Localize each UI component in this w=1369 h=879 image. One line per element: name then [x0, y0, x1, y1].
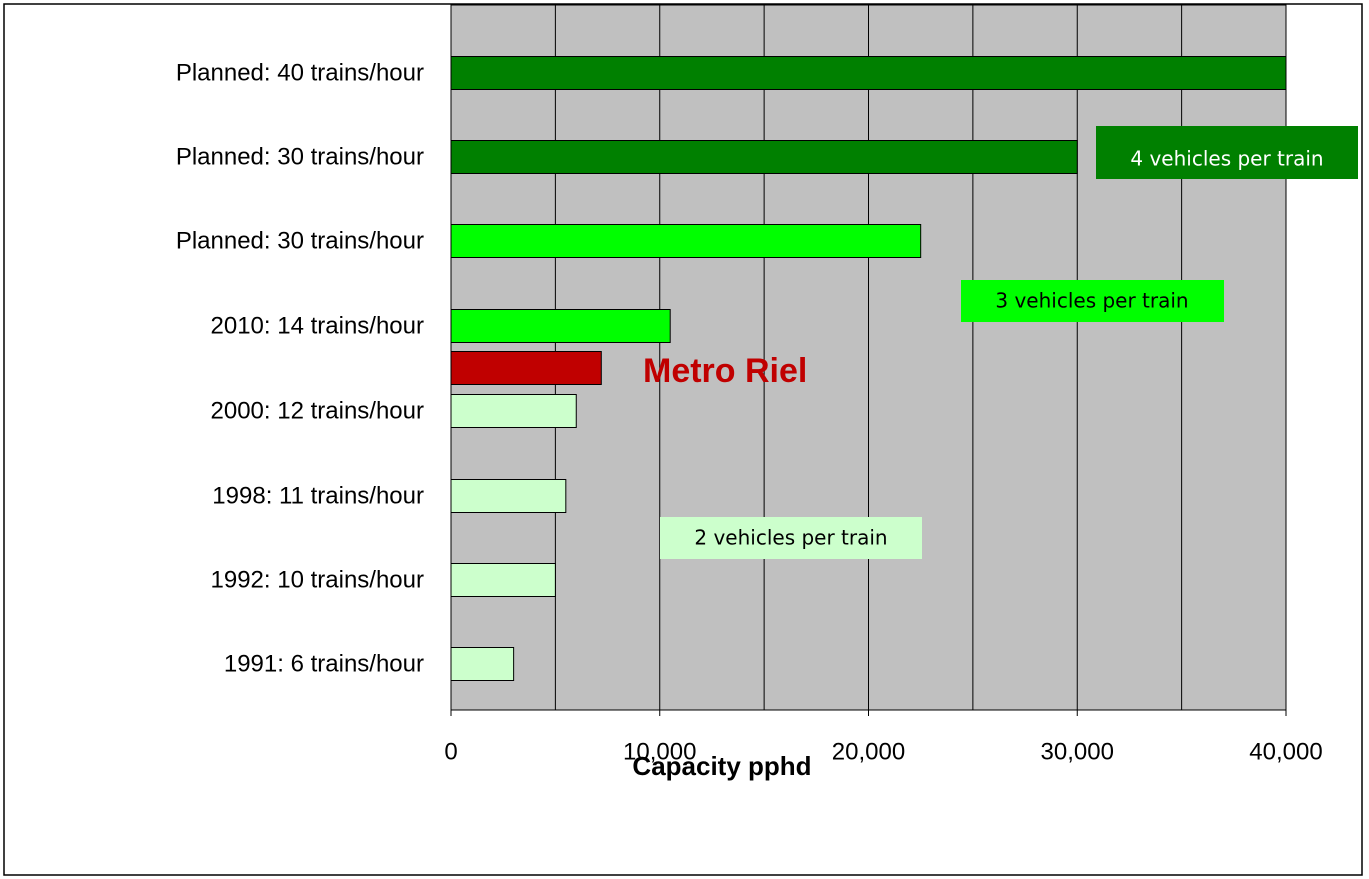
y-tick-label: Planned: 30 trains/hour [176, 143, 424, 170]
bar [450, 309, 671, 343]
y-tick-label: 1998: 11 trains/hour [212, 482, 424, 509]
bar [450, 140, 1078, 174]
annotation: Metro Riel [643, 352, 807, 390]
y-tick-label: 2010: 14 trains/hour [211, 312, 424, 339]
x-tick-label: 10,000 [623, 738, 696, 765]
y-tick-label: 2000: 12 trains/hour [211, 397, 424, 424]
bar [450, 224, 922, 258]
x-tick-label: 20,000 [832, 738, 905, 765]
y-tick-label: Planned: 30 trains/hour [176, 227, 424, 254]
annotation-box [1096, 126, 1358, 179]
x-axis-title: Capacity pphd [632, 751, 811, 781]
bar [450, 56, 1287, 90]
y-tick-label: 1991: 6 trains/hour [224, 650, 424, 677]
bar [450, 563, 556, 597]
annotation: 3 vehicles per train [995, 289, 1188, 313]
annotation-box [961, 280, 1224, 322]
annotation: 4 vehicles per train [1130, 147, 1323, 171]
bar [450, 647, 515, 681]
y-tick-label: Planned: 40 trains/hour [176, 59, 424, 86]
x-tick-label: 0 [444, 738, 457, 765]
x-tick-label: 30,000 [1041, 738, 1114, 765]
bar [450, 394, 577, 428]
bar [450, 351, 602, 385]
annotation-box [660, 517, 922, 559]
y-tick-label: 1992: 10 trains/hour [211, 566, 424, 593]
x-tick-label: 40,000 [1249, 738, 1322, 765]
annotation: 2 vehicles per train [694, 526, 887, 550]
bar [450, 479, 567, 513]
